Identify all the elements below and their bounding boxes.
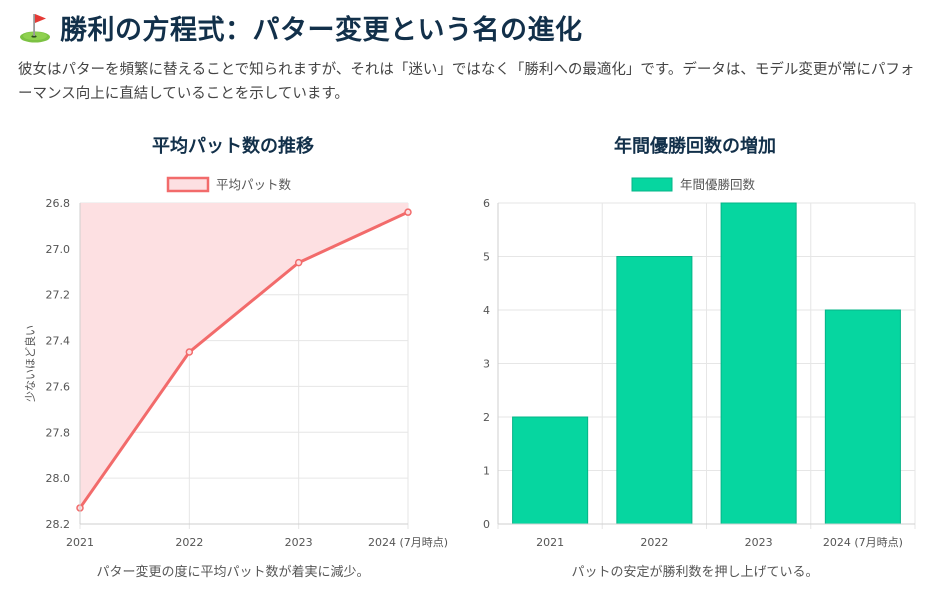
putts-x-tick-label: 2024 (7月時点) [368,536,448,549]
wins-x-tick-label: 2021 [536,536,564,549]
putts-y-tick-label: 27.4 [46,335,71,348]
wins-y-tick-label: 3 [483,358,490,371]
page-title: 勝利の方程式：パター変更という名の進化 [60,14,583,46]
wins-bar [720,202,797,525]
wins-chart-title: 年間優勝回数の増加 [614,136,776,157]
wins-y-tick-label: 6 [483,197,490,210]
putts-chart-title: 平均パット数の推移 [152,136,314,157]
putts-series-line [78,210,409,509]
wins-x-tick-label: 2024 (7月時点) [823,536,903,549]
wins-chart-caption: パットの安定が勝利数を押し上げている。 [571,565,819,580]
putts-data-point [185,348,194,356]
intro-text: 彼女はパターを頻繁に替えることで知られますが、それは「迷い」ではなく「勝利への最… [18,62,915,102]
wins-x-tick-label: 2022 [640,536,668,549]
putts-y-tick-label: 28.0 [46,472,71,485]
putts-legend-swatch [166,176,210,193]
wins-legend: 年間優勝回数 [631,177,756,192]
wins-bar-chart: 年間優勝回数 0 1 2 3 4 5 6 2021 2022 2023 2024 (7月時点) [483,177,916,549]
putts-y-tick-label: 28.2 [46,518,71,531]
putts-y-tick-label: 27.2 [46,289,71,302]
wins-y-tick-label: 5 [483,251,490,264]
putts-panel: 平均パット数の推移 平均パット数 26.8 27.0 27.2 27.4 27.6 27.8… [18,128,448,598]
wins-bar [616,256,693,525]
putts-y-tick-label: 26.8 [46,197,71,210]
putts-data-point [404,208,412,216]
putts-data-point [294,258,303,267]
putts-x-tick-label: 2022 [175,536,203,549]
putts-chart-caption: パター変更の度に平均パット数が着実に減少。 [96,565,370,580]
putts-y-tick-label: 27.6 [46,380,71,393]
putts-x-tick-label: 2023 [285,536,313,549]
putts-legend: 平均パット数 [166,176,292,193]
title-row: 勝利の方程式：パター変更という名の進化 [18,6,918,48]
wins-y-tick-label: 0 [483,518,490,531]
putts-legend-label: 平均パット数 [216,177,292,192]
wins-legend-swatch [631,177,673,192]
wins-bar [824,309,901,525]
putts-y-tick-label: 27.0 [46,243,71,256]
wins-panel: 年間優勝回数の増加 年間優勝回数 0 1 2 3 4 5 6 2021 2022 2023 2024 … [470,128,920,598]
wins-y-tick-label: 1 [483,465,490,478]
wins-x-tick-label: 2023 [745,536,773,549]
putts-x-tick-label: 2021 [66,536,94,549]
putts-y-tick-label: 27.8 [46,426,71,439]
golf-flag-icon [18,10,52,44]
putts-line-chart: 平均パット数 26.8 27.0 27.2 27.4 27.6 27.8 28.0 28.2 20… [23,176,448,549]
wins-bar [512,416,589,525]
putts-y-axis-title: 少ないほど良い [23,325,37,402]
wins-y-tick-label: 2 [483,411,490,424]
wins-legend-label: 年間優勝回数 [680,177,756,192]
page-header: 勝利の方程式：パター変更という名の進化 彼女はパターを頻繁に替えることで知られま… [18,6,918,106]
wins-y-tick-label: 4 [483,304,490,317]
putts-area-fill [80,203,408,508]
